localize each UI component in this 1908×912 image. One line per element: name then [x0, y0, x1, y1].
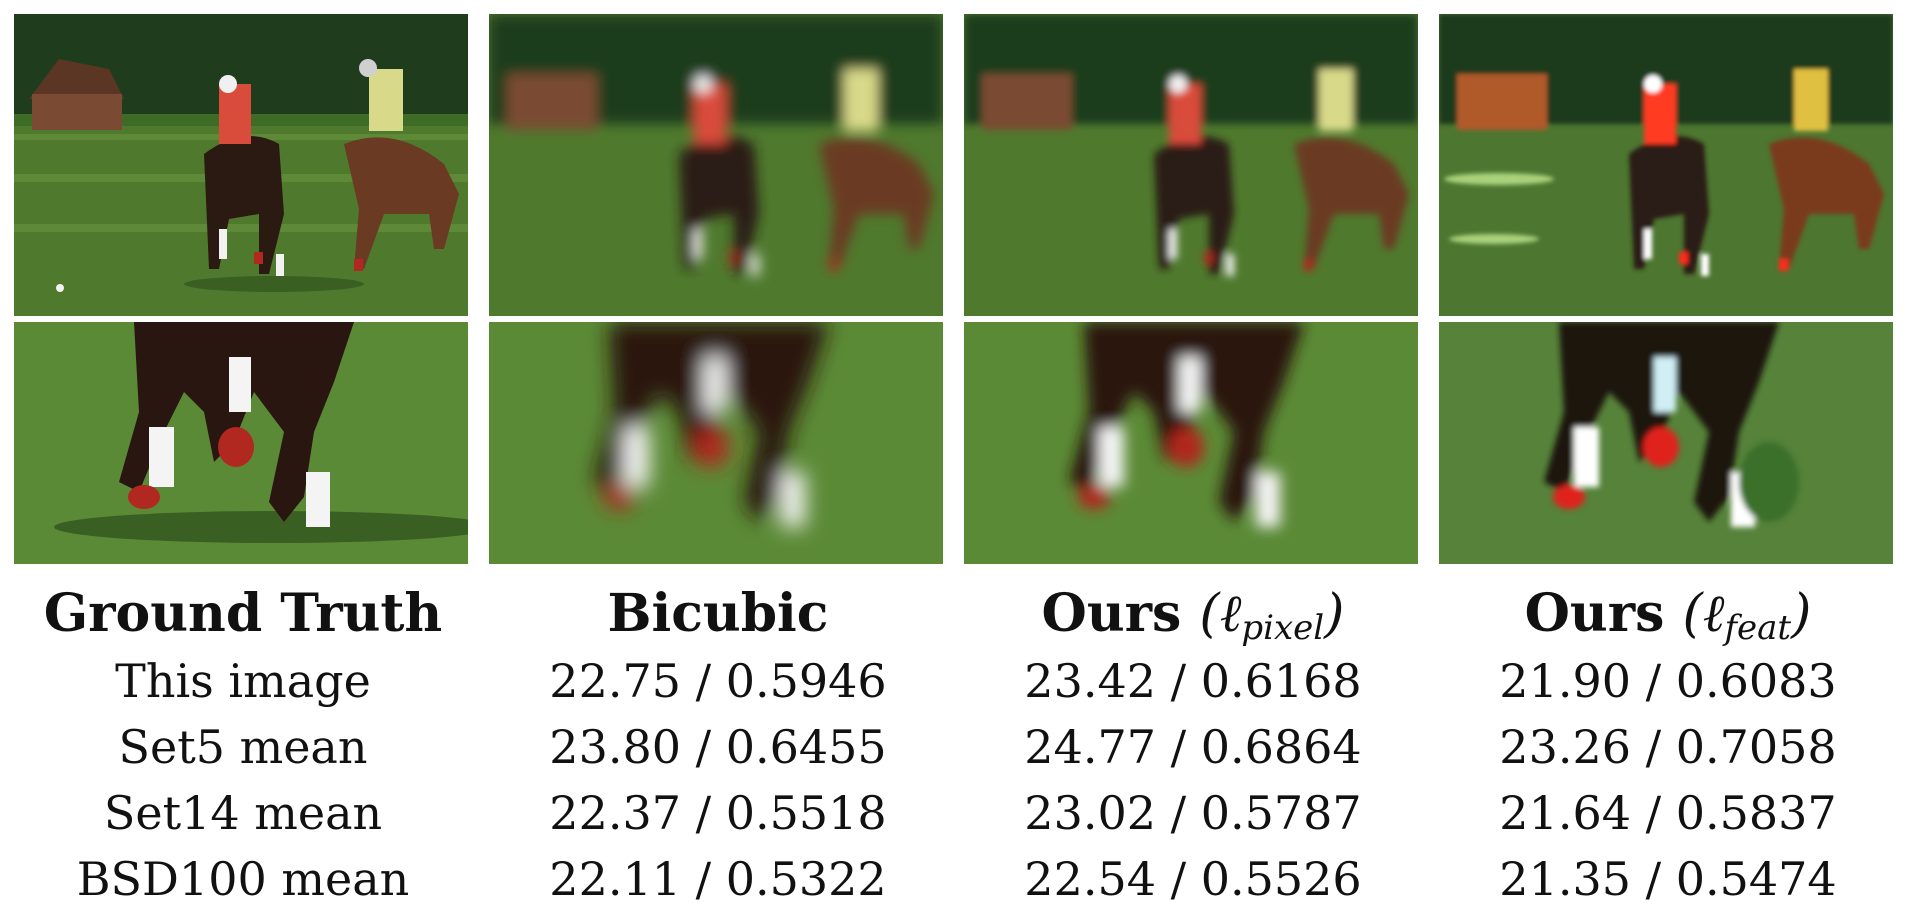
scene-ground-truth [14, 14, 468, 316]
metric-value: 22.11 / 0.5322 [549, 852, 887, 906]
metric-value: 23.02 / 0.5787 [1024, 786, 1362, 840]
row-label: This image [115, 654, 371, 708]
column-title: Ours (ℓfeat) [1524, 583, 1812, 648]
metric-value: 22.37 / 0.5518 [549, 786, 887, 840]
scene-bicubic [489, 14, 943, 316]
polo-scene-image [964, 14, 1418, 316]
metric-value: 21.90 / 0.6083 [1499, 654, 1837, 708]
polo-scene-image [489, 14, 943, 316]
metric-value: 22.75 / 0.5946 [549, 654, 887, 708]
image-grid [14, 14, 1894, 564]
column-title: Bicubic [607, 583, 829, 644]
row-label: Set14 mean [103, 786, 383, 840]
row-label: BSD100 mean [76, 852, 410, 906]
horse-legs-crop [964, 322, 1418, 564]
column-title: Ours (ℓpixel) [1041, 583, 1345, 648]
row-label: Set5 mean [118, 720, 368, 774]
scene-ours-feat [1439, 14, 1893, 316]
metric-value: 21.35 / 0.5474 [1499, 852, 1837, 906]
polo-scene-image [1439, 14, 1893, 316]
column-bicubic: Bicubic 22.75 / 0.5946 23.80 / 0.6455 22… [488, 582, 948, 912]
metric-value: 24.77 / 0.6864 [1024, 720, 1362, 774]
metric-value: 23.42 / 0.6168 [1024, 654, 1362, 708]
horse-legs-crop [14, 322, 468, 564]
crop-ours-pixel [964, 322, 1418, 564]
column-ground-truth: Ground Truth This image Set5 mean Set14 … [13, 582, 473, 912]
column-ours-pixel: Ours (ℓpixel) 23.42 / 0.6168 24.77 / 0.6… [963, 582, 1423, 912]
column-title: Ground Truth [43, 583, 443, 644]
column-ours-feat: Ours (ℓfeat) 21.90 / 0.6083 23.26 / 0.70… [1438, 582, 1898, 912]
scene-ours-pixel [964, 14, 1418, 316]
metric-value: 23.26 / 0.7058 [1499, 720, 1837, 774]
metric-value: 23.80 / 0.6455 [549, 720, 887, 774]
horse-legs-crop [489, 322, 943, 564]
polo-scene-image [14, 14, 468, 316]
crop-ours-feat [1439, 322, 1893, 564]
metric-value: 22.54 / 0.5526 [1024, 852, 1362, 906]
crop-bicubic [489, 322, 943, 564]
metric-value: 21.64 / 0.5837 [1499, 786, 1837, 840]
horse-legs-crop [1439, 322, 1893, 564]
crop-ground-truth [14, 322, 468, 564]
